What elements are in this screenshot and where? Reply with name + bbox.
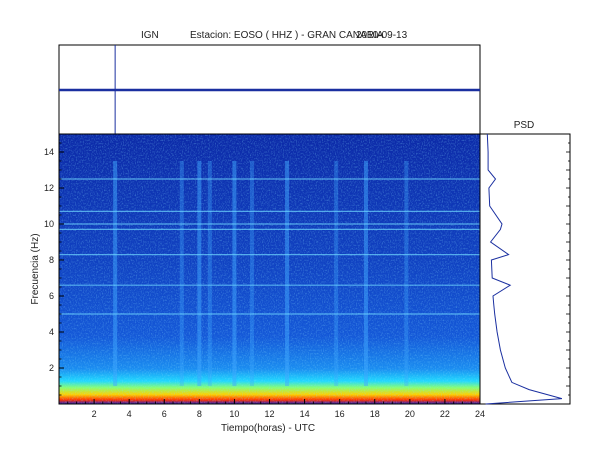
- x-tick-label: 20: [405, 409, 415, 419]
- vertical-burst: [334, 161, 339, 386]
- x-axis-label: Tiempo(horas) - UTC: [221, 423, 315, 434]
- vertical-burst: [285, 161, 290, 386]
- x-tick-label: 16: [335, 409, 345, 419]
- vertical-burst: [363, 161, 368, 386]
- x-tick-label: 24: [475, 409, 485, 419]
- psd-panel: [479, 133, 571, 405]
- seismogram-trace: [59, 45, 480, 134]
- vertical-burst: [197, 161, 202, 386]
- header-agency: IGN: [141, 30, 159, 41]
- psd-title: PSD: [514, 120, 535, 131]
- vertical-burst: [249, 161, 254, 386]
- x-tick-label: 18: [370, 409, 380, 419]
- vertical-burst: [179, 161, 184, 386]
- y-tick-label: 6: [49, 291, 54, 301]
- psd-line: [485, 133, 563, 405]
- vertical-burst: [232, 161, 237, 386]
- spectrogram-features: [59, 161, 480, 386]
- header-station: Estacion: EOSO ( HHZ ) - GRAN CANARIA: [190, 30, 384, 41]
- y-tick-label: 14: [44, 147, 54, 157]
- header-date: 2010-09-13: [356, 30, 408, 41]
- x-tick-label: 4: [127, 409, 132, 419]
- vertical-burst: [404, 161, 409, 386]
- vertical-burst: [113, 161, 118, 386]
- x-tick-label: 6: [162, 409, 167, 419]
- x-tick-label: 14: [300, 409, 310, 419]
- y-tick-label: 12: [44, 183, 54, 193]
- spectrogram-noise: [59, 134, 480, 404]
- y-tick-label: 4: [49, 327, 54, 337]
- x-tick-label: 8: [197, 409, 202, 419]
- y-tick-label: 8: [49, 255, 54, 265]
- x-tick-label: 10: [229, 409, 239, 419]
- x-tick-label: 2: [92, 409, 97, 419]
- y-axis-label: Frecuencia (Hz): [30, 233, 41, 304]
- x-tick-label: 12: [264, 409, 274, 419]
- psd-plot: [485, 133, 570, 405]
- vertical-burst: [207, 161, 212, 386]
- y-tick-label: 10: [44, 219, 54, 229]
- x-tick-label: 22: [440, 409, 450, 419]
- y-tick-label: 2: [49, 363, 54, 373]
